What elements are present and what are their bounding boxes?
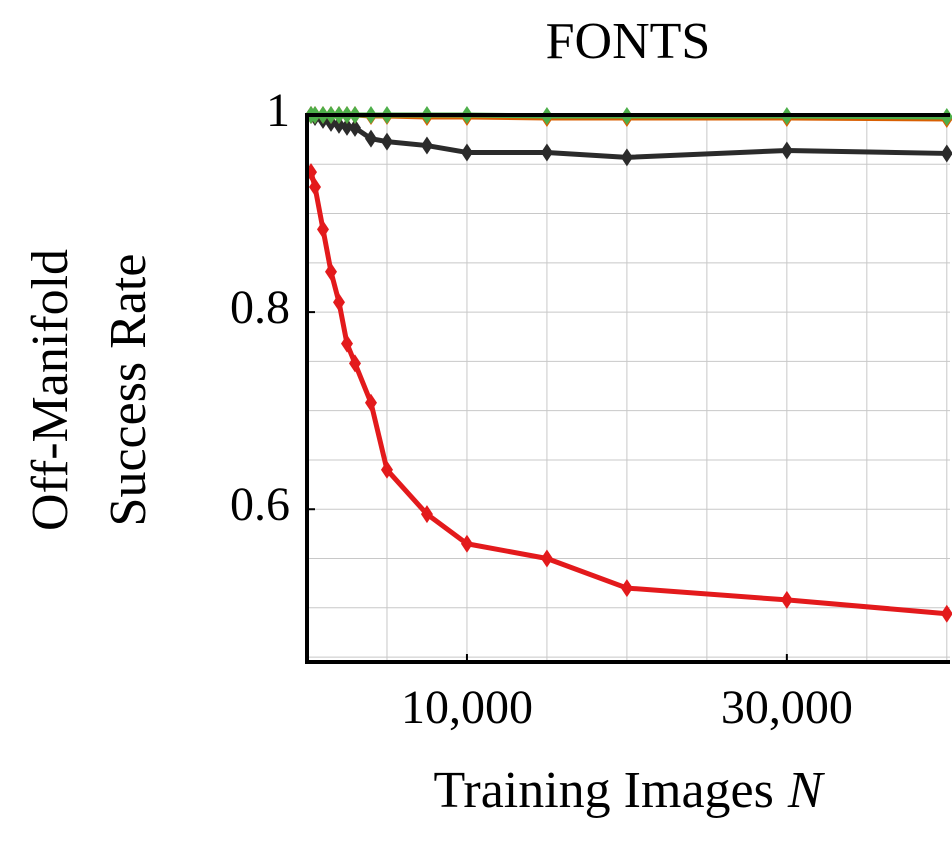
marker (420, 136, 433, 155)
x-tick-label: 10,000 (401, 681, 533, 734)
marker (940, 604, 952, 623)
x-axis-label: Training Images N (433, 762, 825, 819)
marker (308, 177, 321, 196)
marker (340, 117, 353, 136)
marker (540, 143, 553, 162)
x-axis-label-text: Training Images (433, 762, 773, 819)
marker (316, 220, 329, 239)
y-axis-label: Off-Manifold Success Rate (22, 249, 157, 531)
marker (340, 334, 353, 353)
x-tick-label: 30,000 (721, 681, 853, 734)
marker (460, 143, 473, 162)
marker (780, 590, 793, 609)
marker (780, 141, 793, 160)
marker (364, 393, 377, 412)
y-tick-label: 1 (266, 84, 290, 137)
x-axis-label-var: N (787, 762, 826, 819)
marker (540, 549, 553, 568)
y-tick-label: 0.6 (230, 478, 290, 531)
marker (620, 148, 633, 167)
marker (380, 460, 393, 479)
plot-frame (305, 113, 950, 664)
y-axis-label-line: Off-Manifold (22, 249, 79, 531)
marker (364, 129, 377, 148)
marker (620, 579, 633, 598)
marker (420, 505, 433, 524)
chart-title: FONTS (546, 13, 711, 70)
marker (324, 262, 337, 281)
series-line (308, 171, 948, 617)
y-tick-label: 0.8 (230, 281, 290, 334)
marker (460, 534, 473, 553)
y-axis-label-line: Success Rate (100, 254, 157, 527)
marker (348, 118, 361, 137)
marker (940, 144, 952, 163)
marker (348, 354, 361, 373)
marker (332, 293, 345, 312)
marker (380, 132, 393, 151)
marker (332, 115, 345, 134)
